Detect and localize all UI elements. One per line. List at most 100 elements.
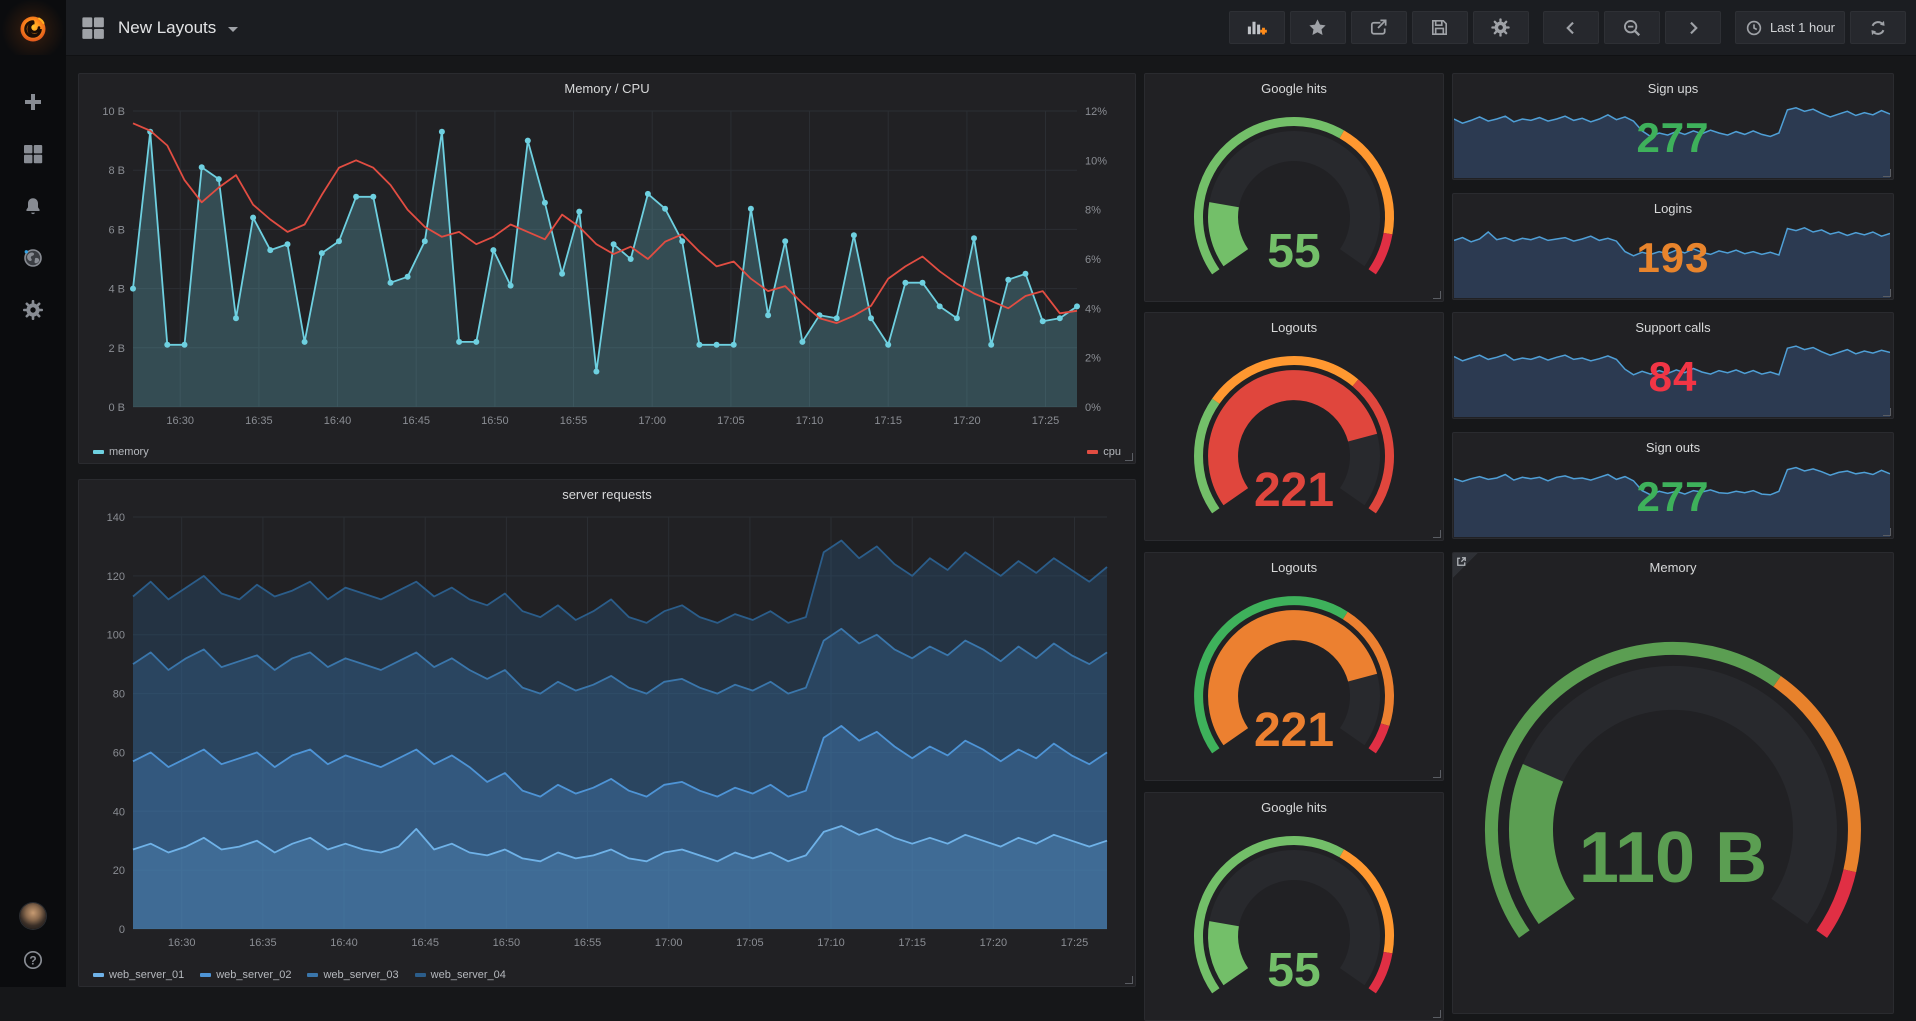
- panel-title[interactable]: Sign ups: [1647, 81, 1699, 96]
- svg-text:55: 55: [1267, 225, 1320, 278]
- dashboard-title[interactable]: New Layouts: [118, 17, 217, 37]
- svg-text:17:10: 17:10: [796, 415, 824, 427]
- svg-text:6 B: 6 B: [108, 224, 125, 236]
- panel-resize-handle[interactable]: [1433, 291, 1441, 299]
- svg-text:16:45: 16:45: [402, 415, 430, 427]
- svg-text:17:25: 17:25: [1061, 937, 1089, 949]
- grafana-logo[interactable]: [0, 0, 66, 55]
- chevron-left-icon: [1566, 21, 1574, 34]
- sidebar-item-alerting[interactable]: [22, 195, 44, 217]
- legend-item[interactable]: web_server_03: [307, 969, 399, 981]
- panel-stat-sign-ups: Sign ups 277: [1452, 73, 1894, 180]
- time-range-label: Last 1 hour: [1769, 20, 1835, 35]
- legend-label: web_server_01: [109, 969, 185, 981]
- panel-stat-sign-outs: Sign outs 277: [1452, 432, 1894, 539]
- server-requests-legend: web_server_01 web_server_02 web_server_03 w…: [93, 969, 1121, 981]
- legend-swatch: [1087, 450, 1099, 454]
- cycle-prev-button[interactable]: [1542, 11, 1599, 44]
- grafana-logo-icon: [20, 16, 46, 41]
- external-link-icon: [1457, 557, 1466, 566]
- svg-text:16:50: 16:50: [481, 415, 509, 427]
- panel-resize-handle[interactable]: [1883, 289, 1891, 297]
- star-button[interactable]: [1289, 11, 1346, 44]
- svg-text:60: 60: [113, 747, 125, 759]
- svg-text:4 B: 4 B: [108, 284, 125, 296]
- legend-item[interactable]: memory: [93, 446, 149, 458]
- svg-text:?: ?: [29, 953, 36, 967]
- svg-text:221: 221: [1254, 704, 1334, 757]
- logouts-gauge: 221: [1194, 596, 1394, 757]
- panel-server-requests: server requests 0 20 40 60 80 100 120 140 16:30 1…: [78, 479, 1136, 987]
- legend-item[interactable]: web_server_01: [93, 969, 184, 981]
- memory-cpu-chart[interactable]: 0 B 2 B 4 B 6 B 8 B 10 B 0% 2% 4% 6% 8% 10% 12% 16:30…: [87, 99, 1127, 433]
- time-range-picker[interactable]: Last 1 hour: [1734, 11, 1845, 44]
- svg-text:17:25: 17:25: [1032, 415, 1060, 427]
- panel-title[interactable]: Sign outs: [1645, 440, 1701, 455]
- panel-title[interactable]: Memory / CPU: [564, 81, 650, 96]
- panel-title[interactable]: server requests: [562, 487, 652, 502]
- svg-text:17:05: 17:05: [717, 415, 745, 427]
- chevron-down-icon: [228, 26, 239, 32]
- sign-ups-sparkline: [1454, 107, 1890, 178]
- panel-resize-handle[interactable]: [1883, 169, 1891, 177]
- dashboard-grid-icon: [82, 16, 104, 39]
- save-button[interactable]: [1411, 11, 1468, 44]
- svg-text:55: 55: [1267, 944, 1320, 997]
- panel-resize-handle[interactable]: [1433, 1010, 1441, 1018]
- support-calls-sparkline: [1454, 345, 1890, 417]
- panel-title[interactable]: Logouts: [1270, 560, 1318, 575]
- memory-cpu-legend: memory cpu: [93, 446, 1121, 458]
- legend-item[interactable]: web_server_02: [200, 969, 291, 981]
- svg-text:16:30: 16:30: [166, 415, 194, 427]
- panel-title[interactable]: Logouts: [1270, 320, 1318, 335]
- dashboard-grid: Memory / CPU 0 B 2 B 4 B 6 B 8 B 10 B 0% 2% 4% 6%…: [66, 55, 1916, 1021]
- logouts-gauge: 221: [1194, 356, 1394, 517]
- legend-item[interactable]: cpu: [1087, 446, 1121, 458]
- cycle-next-button[interactable]: [1664, 11, 1721, 44]
- sidebar-item-explore[interactable]: [22, 247, 44, 269]
- panel-resize-handle[interactable]: [1125, 976, 1133, 984]
- svg-text:140: 140: [107, 512, 125, 524]
- sidebar-item-help[interactable]: ?: [22, 949, 44, 971]
- panel-title[interactable]: Logins: [1653, 201, 1693, 216]
- user-avatar[interactable]: [20, 903, 46, 929]
- svg-text:120: 120: [107, 571, 125, 583]
- add-panel-icon: [1248, 21, 1268, 35]
- dashboard-settings-button[interactable]: [1472, 11, 1529, 44]
- panel-title[interactable]: Google hits: [1261, 81, 1327, 96]
- gear-icon: [23, 300, 43, 320]
- server-requests-chart[interactable]: 0 20 40 60 80 100 120 140 16:30 16:35 16:40 16:45 16…: [87, 505, 1127, 955]
- zoom-out-button[interactable]: [1603, 11, 1660, 44]
- add-panel-button[interactable]: [1228, 11, 1285, 44]
- panel-resize-handle[interactable]: [1125, 453, 1133, 461]
- svg-text:10%: 10%: [1085, 155, 1107, 167]
- legend-item[interactable]: web_server_04: [414, 969, 506, 981]
- panel-resize-handle[interactable]: [1433, 530, 1441, 538]
- legend-swatch: [414, 973, 426, 977]
- panel-title[interactable]: Memory: [1649, 560, 1697, 575]
- svg-text:8 B: 8 B: [108, 165, 125, 177]
- breadcrumb[interactable]: New Layouts: [80, 15, 239, 41]
- panel-resize-handle[interactable]: [1433, 770, 1441, 778]
- share-button[interactable]: [1350, 11, 1407, 44]
- panel-links-corner[interactable]: [1453, 553, 1479, 579]
- sidebar-item-create[interactable]: [22, 91, 44, 113]
- panel-title[interactable]: Support calls: [1635, 320, 1711, 335]
- svg-text:16:40: 16:40: [324, 415, 352, 427]
- panel-title[interactable]: Google hits: [1261, 800, 1327, 815]
- sidebar: ?: [0, 0, 66, 987]
- clock-icon: [1746, 20, 1762, 35]
- dashboards-grid-icon: [24, 145, 43, 164]
- legend-swatch: [93, 450, 104, 454]
- svg-text:8%: 8%: [1085, 205, 1101, 217]
- svg-text:17:05: 17:05: [736, 937, 764, 949]
- sidebar-item-configuration[interactable]: [22, 299, 44, 321]
- panel-resize-handle[interactable]: [1883, 528, 1891, 536]
- refresh-button[interactable]: [1850, 11, 1906, 44]
- svg-text:17:20: 17:20: [980, 937, 1008, 949]
- svg-text:16:40: 16:40: [330, 937, 358, 949]
- globe-icon: [24, 249, 42, 267]
- sidebar-item-dashboards[interactable]: [22, 143, 44, 165]
- panel-resize-handle[interactable]: [1883, 408, 1891, 416]
- svg-text:40: 40: [113, 806, 125, 818]
